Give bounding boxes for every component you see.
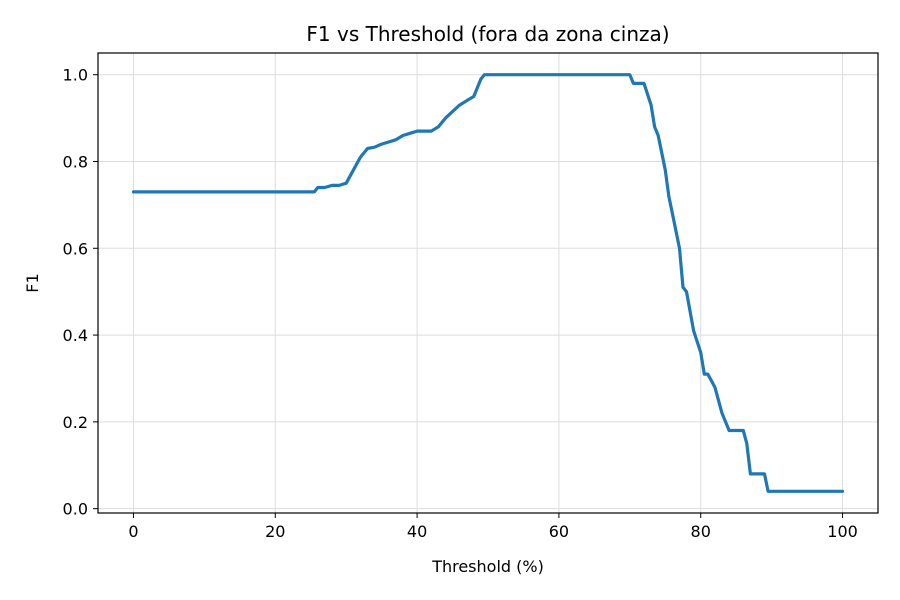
x-tick-label: 60: [549, 522, 569, 541]
chart-title: F1 vs Threshold (fora da zona cinza): [306, 22, 669, 46]
grid: [98, 53, 878, 513]
y-tick-label: 0.2: [63, 413, 88, 432]
f1-series-line: [134, 75, 843, 492]
plot-frame: [98, 53, 878, 513]
x-tick-label: 100: [827, 522, 858, 541]
x-tick-label: 40: [407, 522, 427, 541]
y-tick-label: 0.0: [63, 500, 88, 519]
x-tick-label: 80: [691, 522, 711, 541]
y-axis-label: F1: [23, 273, 42, 292]
x-tick-label: 0: [128, 522, 138, 541]
y-tick-label: 0.4: [63, 326, 88, 345]
y-tick-label: 0.6: [63, 239, 88, 258]
y-axis-ticks: 0.0 0.2 0.4 0.6 0.8 1.0: [63, 66, 98, 519]
y-tick-label: 1.0: [63, 66, 88, 85]
plot-lines: [134, 75, 843, 492]
y-tick-label: 0.8: [63, 152, 88, 171]
x-axis-ticks: 0 20 40 60 80 100: [128, 513, 857, 541]
x-axis-label: Threshold (%): [431, 557, 544, 576]
x-tick-label: 20: [265, 522, 285, 541]
